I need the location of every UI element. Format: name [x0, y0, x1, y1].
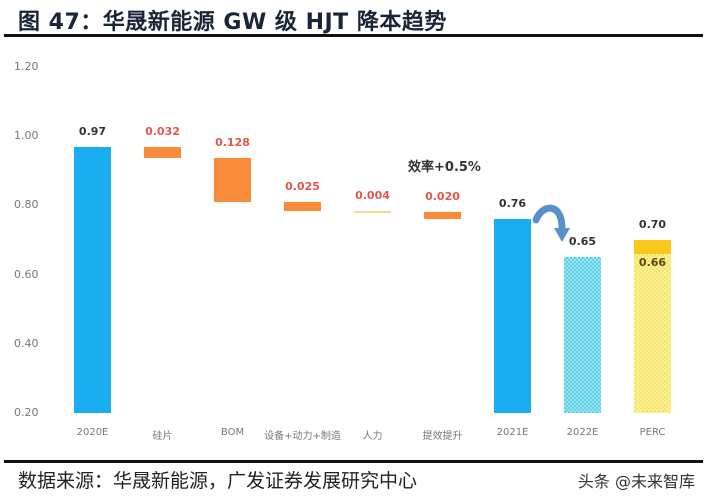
bar-2022E — [564, 257, 601, 413]
watermark: 头条 @未来智库 — [577, 472, 695, 491]
value-label: 0.76 — [498, 197, 527, 211]
value-label: 0.70 — [638, 218, 667, 231]
x-tick-label: 2020E — [76, 427, 109, 438]
value-label: 0.020 — [425, 189, 460, 203]
bar-2020E — [74, 146, 111, 413]
bar-提效提升 — [424, 211, 461, 219]
bar-BOM — [214, 157, 251, 202]
bar-设备+动力+制造 — [284, 201, 321, 211]
bar-人力 — [354, 210, 391, 213]
perc-top-segment — [634, 240, 671, 254]
x-tick-label: BOM — [220, 427, 245, 438]
efficiency-annotation: 效率+0.5% — [408, 160, 481, 175]
y-tick-label: 0.20 — [14, 406, 39, 419]
x-tick-label: 设备+动力+制造 — [264, 431, 341, 442]
x-tick-label: 硅片 — [152, 431, 173, 442]
x-tick-label: 提效提升 — [422, 431, 463, 442]
value-label: 0.128 — [215, 135, 250, 149]
y-tick-label: 1.20 — [14, 60, 39, 73]
y-tick-label: 0.80 — [14, 198, 39, 212]
perc-inner-label: 0.66 — [638, 255, 667, 269]
x-tick-label: PERC — [639, 427, 666, 438]
figure-title: 图 47：华晟新能源 GW 级 HJT 降本趋势 — [18, 10, 447, 35]
value-label: 0.025 — [285, 179, 320, 193]
value-label: 0.032 — [145, 124, 180, 138]
value-label: 0.004 — [355, 188, 390, 202]
bottom-divider — [4, 460, 703, 463]
x-tick-label: 人力 — [362, 431, 383, 442]
bar-2021E — [494, 219, 531, 413]
y-tick-label: 1.00 — [14, 129, 39, 143]
value-label: 0.97 — [78, 124, 107, 138]
top-divider — [4, 34, 703, 37]
waterfall-chart: 1.20 1.00 0.80 0.60 0.40 0.20 0.97 2020E 0.032 硅… — [0, 40, 705, 458]
bar-硅片 — [144, 146, 181, 158]
x-tick-label: 2022E — [566, 427, 599, 438]
y-tick-label: 0.60 — [14, 267, 39, 281]
x-tick-label: 2021E — [496, 427, 529, 438]
value-label: 0.65 — [568, 235, 597, 249]
y-tick-label: 0.40 — [14, 336, 39, 350]
curved-arrow-icon — [532, 204, 570, 242]
source-note: 数据来源：华晟新能源，广发证券发展研究中心 — [18, 470, 418, 492]
bar-PERC — [634, 240, 671, 413]
